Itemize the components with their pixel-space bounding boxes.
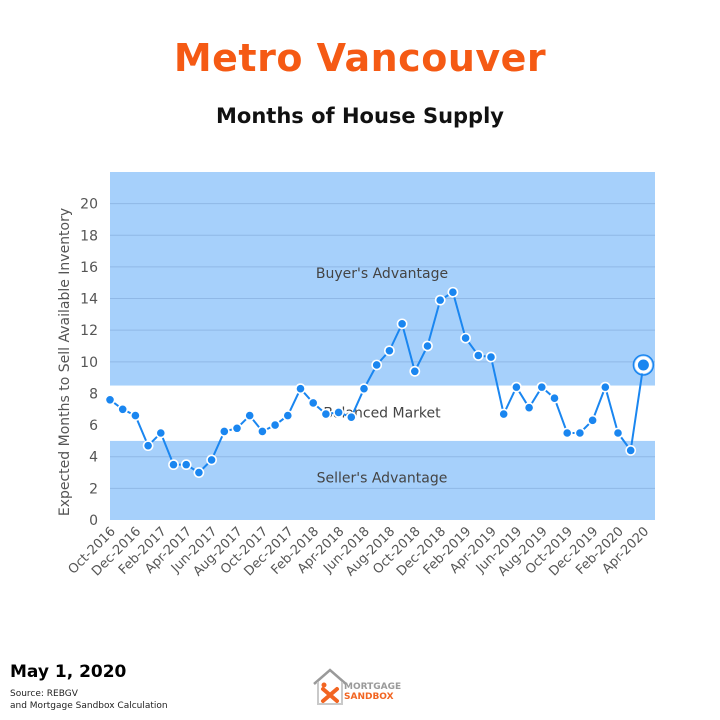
y-axis-label: Expected Months to Sell Available Invent… bbox=[57, 208, 73, 516]
data-point bbox=[472, 350, 484, 361]
data-point bbox=[587, 414, 598, 426]
market-zones bbox=[110, 172, 655, 520]
data-point bbox=[396, 318, 408, 330]
data-point bbox=[155, 427, 167, 439]
data-point bbox=[307, 397, 319, 409]
source-line-2: and Mortgage Sandbox Calculation bbox=[10, 701, 168, 711]
data-point bbox=[536, 381, 548, 393]
data-point bbox=[129, 410, 141, 421]
data-point bbox=[206, 454, 217, 466]
y-tick-label: 12 bbox=[80, 323, 98, 339]
data-point bbox=[634, 356, 652, 374]
data-point-highlight bbox=[632, 354, 655, 376]
logo-line-1: MORTGAGE bbox=[344, 682, 402, 692]
data-point bbox=[193, 467, 205, 478]
data-point bbox=[244, 410, 256, 421]
data-point bbox=[231, 422, 243, 434]
y-tick-label: 16 bbox=[80, 260, 98, 276]
data-point bbox=[574, 427, 586, 439]
data-point bbox=[498, 408, 510, 420]
data-markers bbox=[104, 286, 655, 478]
source-note: Source: REBGV and Mortgage Sandbox Calcu… bbox=[10, 688, 168, 712]
data-point bbox=[104, 394, 116, 406]
y-axis-ticks: 0 2 4 6 8 10 12 14 16 18 20 bbox=[80, 197, 98, 529]
gridlines bbox=[110, 203, 655, 489]
data-point bbox=[612, 427, 624, 439]
chart-subtitle: Months of House Supply bbox=[216, 104, 504, 128]
data-point bbox=[345, 411, 357, 423]
data-point bbox=[320, 408, 332, 420]
data-point bbox=[422, 340, 433, 352]
data-point bbox=[561, 427, 573, 439]
data-point bbox=[599, 381, 611, 393]
data-point bbox=[142, 440, 154, 452]
data-point bbox=[447, 286, 459, 298]
data-point bbox=[383, 345, 395, 357]
data-point bbox=[549, 392, 560, 404]
x-axis-ticks: Oct-2016Dec-2016Feb-2017Apr-2017Jun-2017… bbox=[66, 524, 653, 579]
zone-label: Buyer's Advantage bbox=[316, 266, 448, 282]
data-point bbox=[625, 444, 637, 456]
y-tick-label: 2 bbox=[89, 481, 98, 497]
data-point bbox=[168, 459, 179, 471]
data-point bbox=[523, 402, 535, 414]
house-x-logo-icon bbox=[313, 668, 347, 705]
data-point bbox=[485, 351, 497, 363]
y-tick-label: 14 bbox=[80, 292, 98, 308]
data-point bbox=[511, 381, 522, 393]
data-point bbox=[218, 426, 230, 437]
y-tick-label: 18 bbox=[80, 228, 98, 244]
data-point bbox=[256, 426, 268, 437]
logo-wordmark: MORTGAGE SANDBOX bbox=[344, 682, 401, 702]
y-tick-label: 0 bbox=[89, 513, 98, 529]
zone-label: Seller's Advantage bbox=[317, 470, 448, 486]
logo-line-2: SANDBOX bbox=[344, 692, 394, 702]
data-point bbox=[269, 419, 281, 431]
data-point bbox=[180, 459, 192, 471]
y-tick-label: 10 bbox=[80, 355, 98, 371]
chart-title: Metro Vancouver bbox=[173, 36, 547, 80]
source-line-1: Source: REBGV bbox=[10, 689, 78, 699]
data-point bbox=[371, 359, 383, 371]
data-point bbox=[295, 383, 306, 395]
y-tick-label: 20 bbox=[80, 197, 98, 213]
zone-band bbox=[110, 440, 655, 520]
y-tick-label: 6 bbox=[89, 418, 98, 434]
data-point bbox=[282, 410, 294, 421]
data-point bbox=[460, 332, 471, 344]
report-date: May 1, 2020 bbox=[10, 662, 127, 682]
data-point bbox=[358, 383, 370, 395]
y-tick-label: 8 bbox=[89, 386, 98, 402]
y-tick-label: 4 bbox=[89, 450, 98, 466]
data-point bbox=[434, 294, 446, 306]
data-point bbox=[333, 407, 344, 418]
data-point bbox=[409, 365, 421, 377]
zone-band bbox=[110, 172, 655, 386]
data-point bbox=[117, 403, 129, 415]
